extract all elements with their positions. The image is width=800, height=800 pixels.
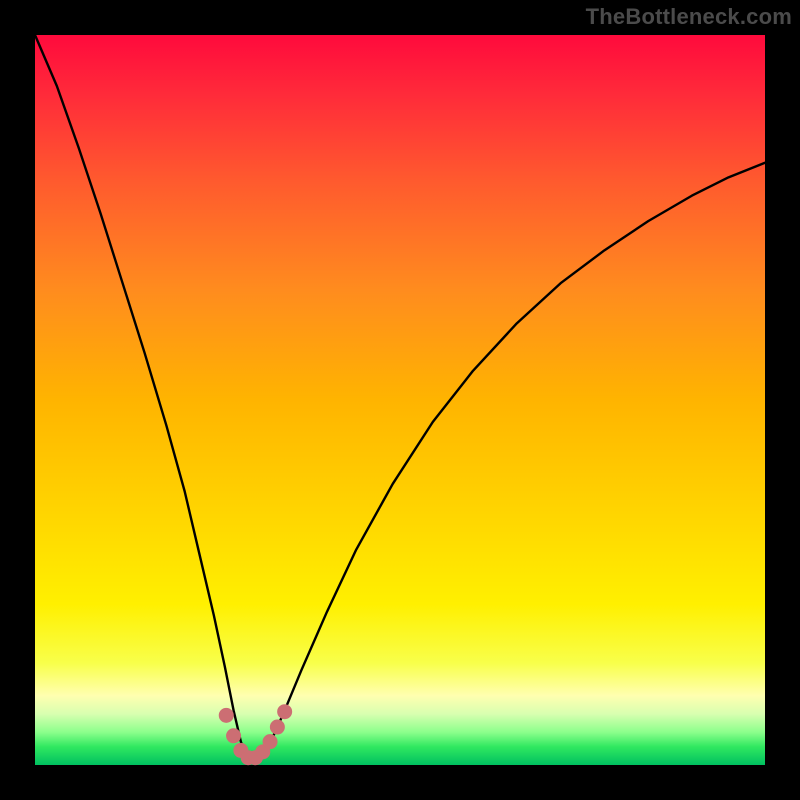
min-marker bbox=[278, 705, 292, 719]
min-marker bbox=[263, 735, 277, 749]
min-marker bbox=[219, 708, 233, 722]
bottleneck-chart bbox=[0, 0, 800, 800]
plot-background bbox=[35, 35, 765, 765]
watermark-text: TheBottleneck.com bbox=[586, 4, 792, 30]
min-marker bbox=[227, 729, 241, 743]
min-marker bbox=[270, 720, 284, 734]
stage: TheBottleneck.com bbox=[0, 0, 800, 800]
